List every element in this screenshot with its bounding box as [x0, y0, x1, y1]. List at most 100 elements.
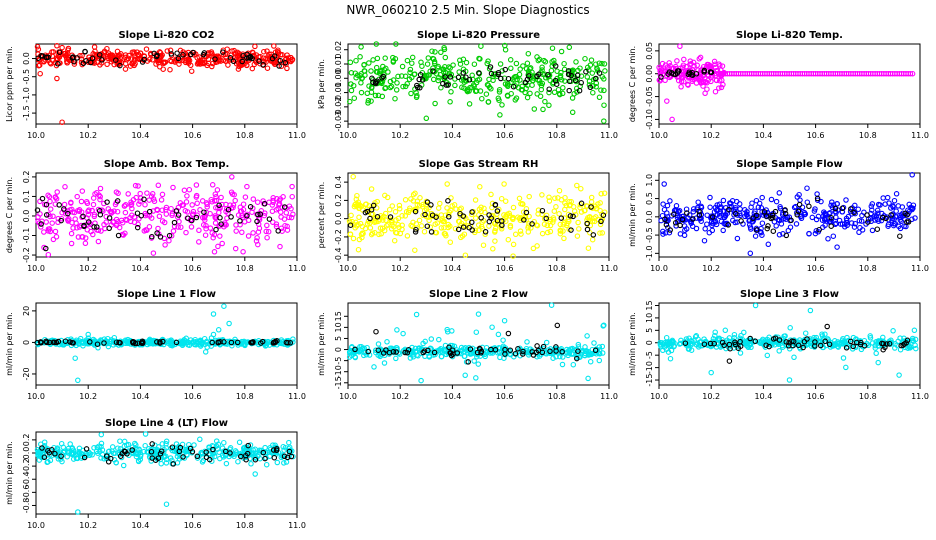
data-point [413, 348, 419, 355]
data-point [523, 217, 529, 223]
data-point [79, 234, 86, 240]
data-point [276, 63, 282, 69]
data-point [381, 360, 388, 366]
data-point [281, 447, 287, 453]
data-point [228, 339, 235, 346]
data-point [204, 201, 210, 208]
panel-title: Slope Line 2 Flow [429, 289, 528, 300]
data-point [275, 228, 281, 234]
data-point [51, 339, 58, 345]
data-point [250, 196, 257, 202]
data-point [162, 59, 169, 65]
data-point [364, 208, 370, 215]
data-point [660, 341, 666, 347]
data-point [475, 361, 482, 367]
data-point [482, 231, 488, 238]
data-point [288, 214, 295, 221]
data-point [180, 202, 187, 208]
data-point [260, 449, 267, 456]
data-point [55, 52, 62, 59]
data-point [469, 209, 475, 215]
data-point [190, 49, 196, 56]
data-point [56, 202, 62, 208]
data-point [433, 214, 439, 220]
data-point [507, 222, 514, 229]
data-point [432, 49, 438, 55]
data-point [59, 458, 65, 465]
data-point [74, 455, 81, 461]
data-point [267, 446, 274, 453]
data-points [347, 41, 608, 124]
data-point [534, 343, 540, 349]
data-point [791, 204, 798, 211]
data-point [155, 182, 162, 189]
data-point [447, 223, 453, 229]
x-tick-label: 10.6 [496, 264, 514, 273]
data-point [770, 336, 777, 342]
data-point [895, 203, 902, 209]
data-point [222, 58, 229, 64]
data-point [743, 342, 750, 349]
data-point [200, 222, 207, 228]
data-point [828, 214, 834, 221]
data-point [237, 218, 243, 224]
data-point [877, 202, 883, 208]
data-point [694, 62, 700, 69]
data-point [484, 60, 490, 67]
data-point [600, 212, 607, 218]
data-point [558, 215, 565, 221]
data-point [140, 339, 146, 346]
data-point [392, 56, 399, 62]
data-point [489, 204, 495, 211]
data-point [658, 74, 664, 80]
data-point [577, 65, 583, 71]
data-point [812, 343, 818, 349]
data-point [175, 212, 182, 218]
y-axis-label: ml/min per min. [628, 183, 637, 247]
data-point [384, 339, 390, 345]
data-point [696, 77, 703, 84]
data-point [589, 70, 596, 76]
data-point [752, 302, 759, 309]
data-point [184, 193, 190, 199]
data-point [576, 226, 582, 232]
data-point [434, 65, 441, 71]
data-point [499, 102, 505, 108]
data-point [393, 41, 399, 47]
data-point [457, 57, 463, 64]
data-point [909, 205, 915, 212]
data-point [460, 70, 467, 76]
data-point [553, 348, 559, 354]
data-point [209, 182, 216, 188]
data-point [86, 449, 92, 456]
data-point [157, 234, 164, 240]
data-points [34, 174, 296, 258]
data-point [460, 66, 467, 73]
data-point [411, 71, 418, 78]
data-point [539, 349, 546, 356]
y-tick-label: -10 [334, 365, 343, 378]
data-point [45, 54, 51, 61]
data-point [852, 202, 858, 209]
data-point [448, 352, 455, 359]
data-point [492, 227, 498, 234]
data-point [530, 352, 537, 358]
data-point [240, 52, 246, 59]
data-point [171, 223, 178, 230]
data-point [452, 82, 458, 89]
data-point [54, 43, 60, 49]
data-point [726, 341, 733, 348]
data-point [490, 246, 496, 252]
data-point [893, 208, 899, 214]
data-point [61, 201, 68, 208]
data-point [173, 339, 180, 346]
data-point [216, 202, 222, 209]
data-point [565, 71, 572, 78]
data-point [904, 212, 910, 218]
data-point [227, 55, 234, 61]
data-point [204, 204, 210, 210]
data-point [111, 334, 118, 341]
data-point [807, 307, 814, 314]
